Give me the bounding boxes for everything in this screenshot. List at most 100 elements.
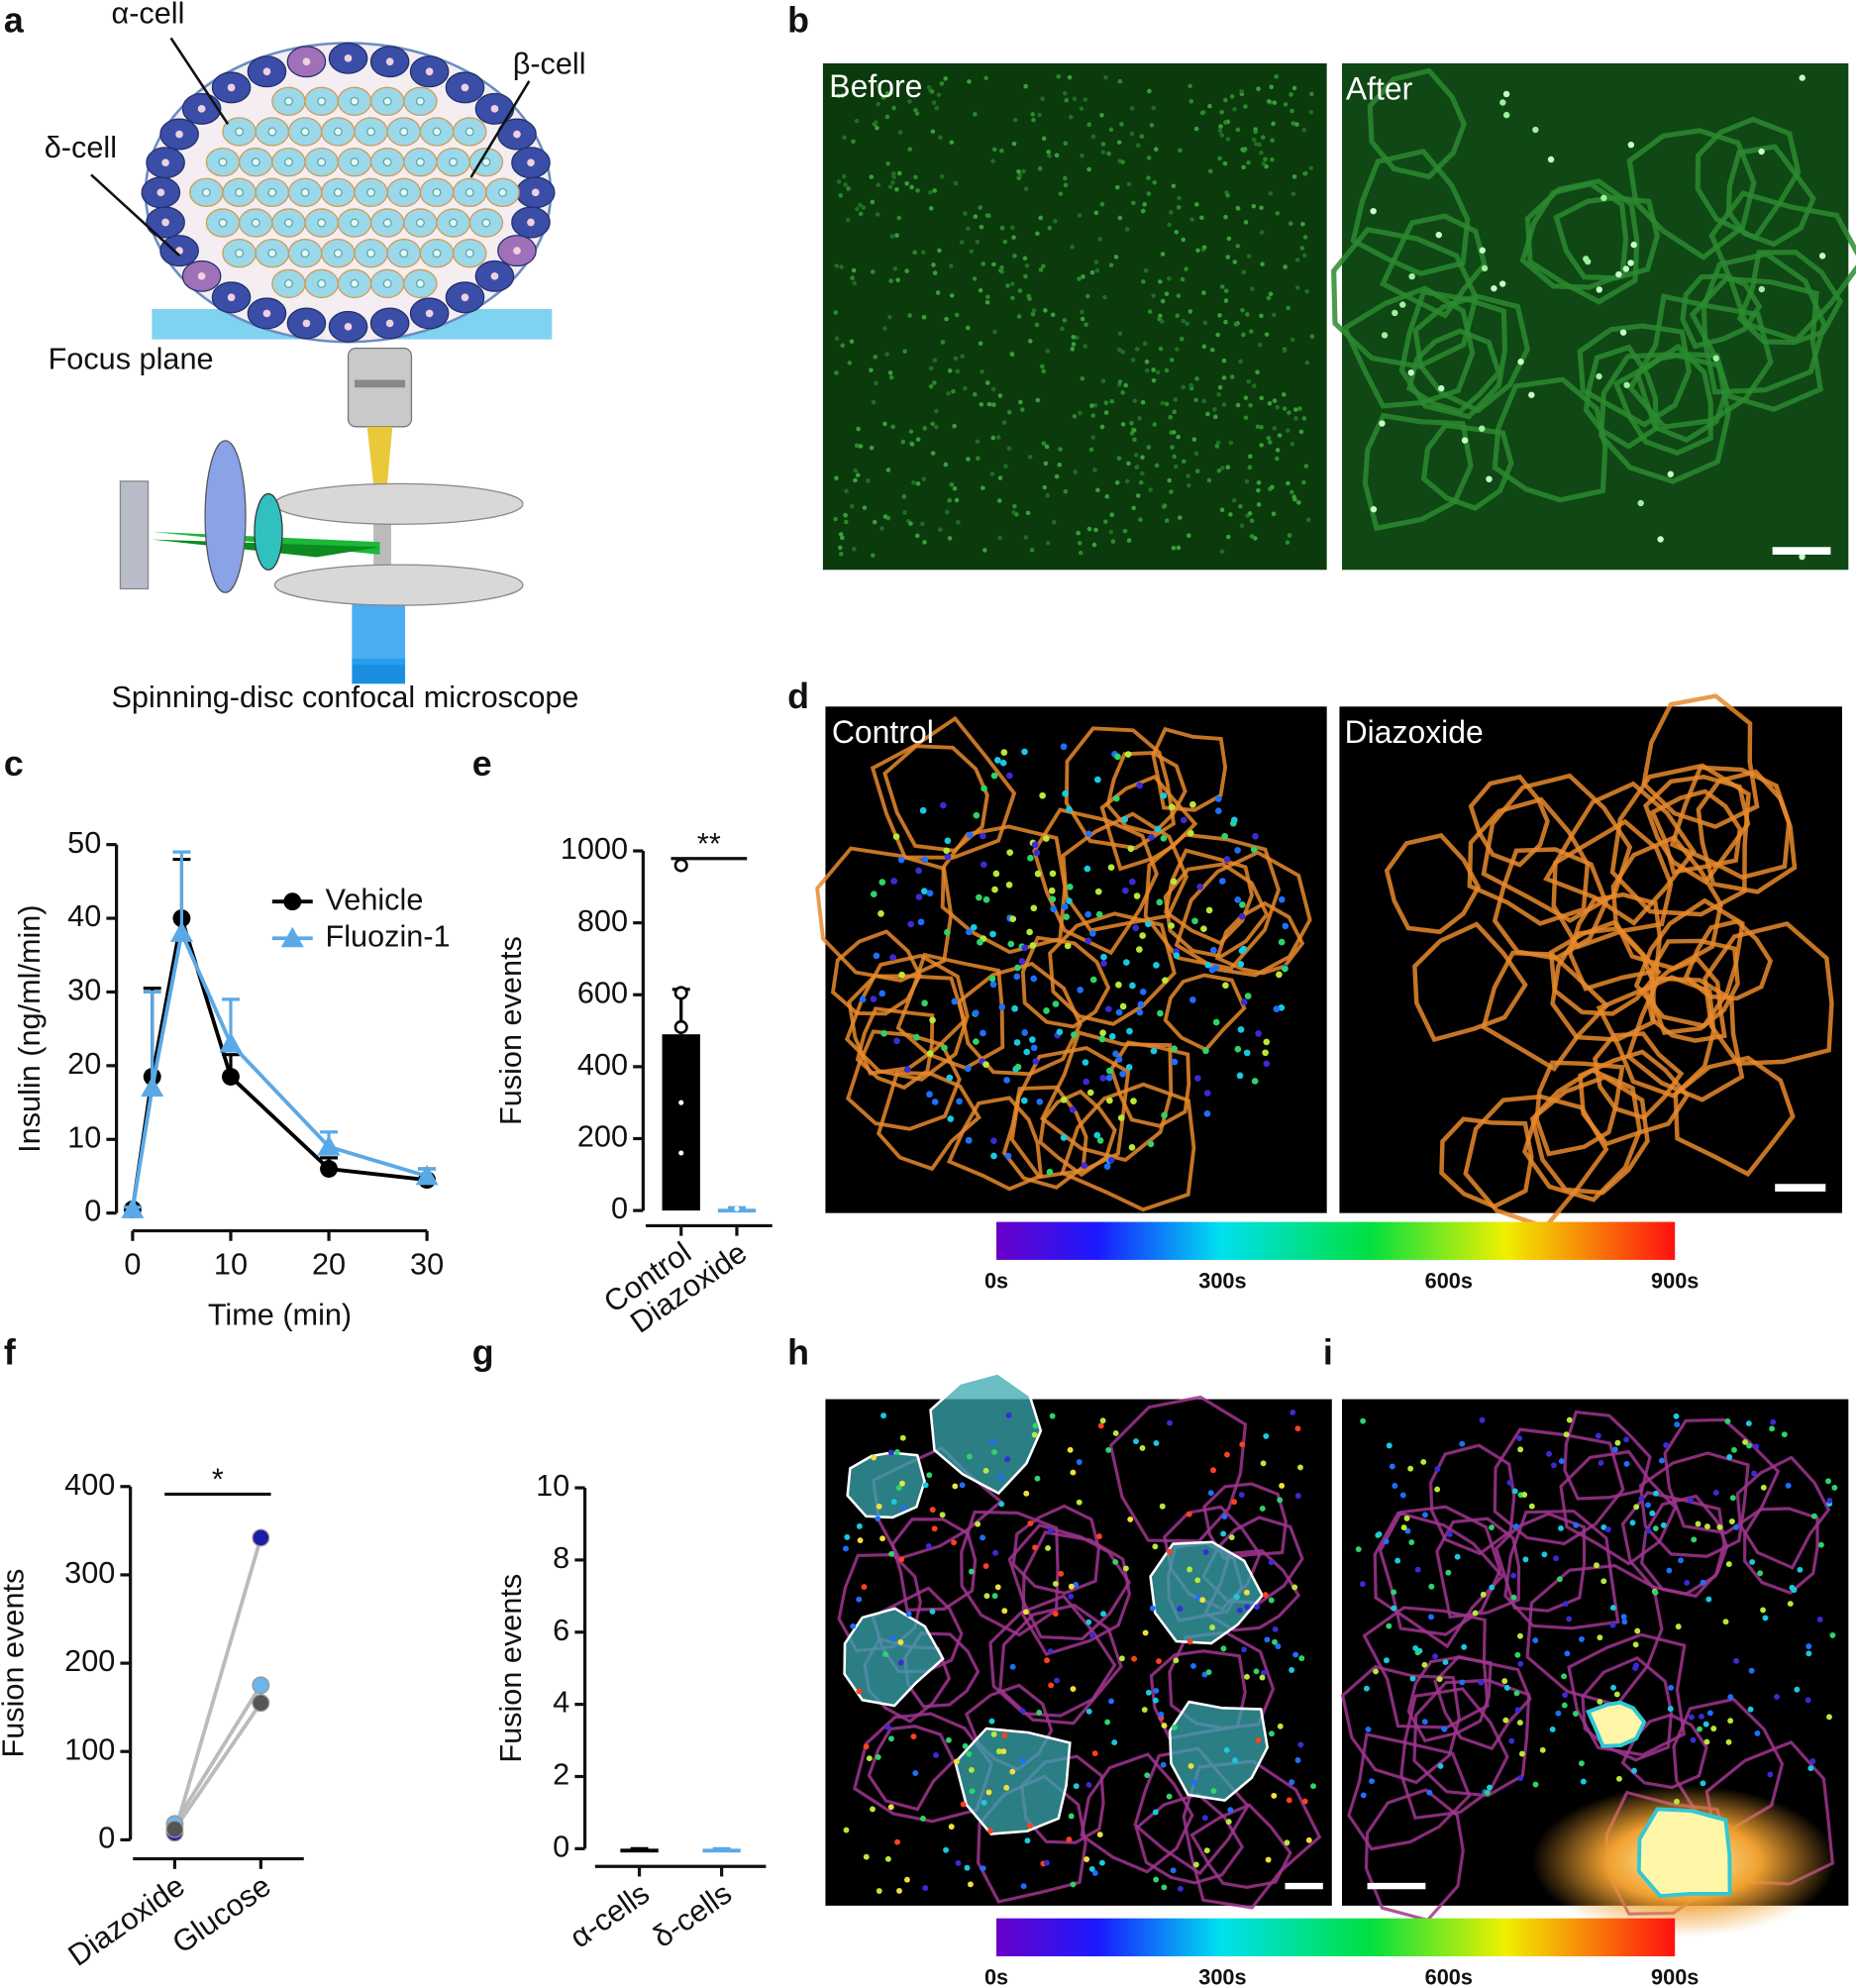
granule [1153, 1876, 1160, 1883]
granule [1152, 180, 1157, 185]
granule [1510, 1594, 1517, 1601]
granule [1062, 318, 1068, 323]
granule [1186, 473, 1190, 478]
granule [1049, 870, 1057, 878]
granule [1303, 464, 1309, 469]
granule [1083, 344, 1088, 349]
granule [1753, 1443, 1760, 1450]
granule [1217, 156, 1222, 161]
granule [849, 339, 855, 344]
granule [1414, 1649, 1421, 1656]
granule [1604, 1526, 1611, 1532]
granule [1479, 247, 1486, 254]
granule [885, 468, 891, 472]
granule [972, 391, 978, 397]
granule [930, 129, 936, 135]
granule [935, 290, 941, 295]
granule [1652, 1525, 1659, 1531]
granule [1286, 1797, 1292, 1804]
granule [1077, 987, 1084, 994]
granule [1697, 1726, 1703, 1732]
granule [980, 861, 987, 869]
granule [878, 879, 886, 886]
membrane [1020, 935, 1111, 1029]
granule [1760, 1484, 1767, 1491]
granule [1637, 499, 1644, 507]
granule [1142, 341, 1148, 347]
granule [1521, 1492, 1528, 1498]
membrane [998, 1603, 1123, 1726]
granule [875, 125, 879, 131]
granule [1502, 1717, 1509, 1724]
granule [1047, 225, 1053, 231]
granule [1179, 336, 1185, 342]
granule [952, 485, 958, 491]
granule [1555, 1710, 1562, 1717]
granule [1241, 1646, 1248, 1653]
granule [1199, 1597, 1206, 1604]
granule [1799, 74, 1805, 81]
granule [1164, 401, 1170, 407]
granule [1111, 1739, 1118, 1746]
granule [874, 380, 878, 386]
granule [1294, 122, 1299, 127]
granule [1787, 1601, 1794, 1608]
granule [896, 1888, 902, 1894]
granule [983, 75, 988, 81]
granule [1068, 1813, 1075, 1820]
granule [1177, 195, 1182, 201]
granule [937, 248, 942, 254]
granule [1514, 1651, 1521, 1658]
y-tick-label: 10 [536, 1469, 569, 1503]
granule [1176, 434, 1181, 440]
granule [991, 262, 996, 267]
granule [1394, 1557, 1401, 1564]
x-tick-label: 10 [214, 1247, 248, 1281]
granule [1459, 1679, 1466, 1686]
granule [1392, 1483, 1398, 1489]
granule [999, 759, 1007, 767]
granule [1240, 147, 1245, 153]
granule [1030, 112, 1036, 117]
granule [1204, 961, 1211, 969]
granule [988, 975, 996, 983]
granule [1259, 205, 1264, 211]
membrane [895, 952, 1005, 1071]
granule [1154, 463, 1160, 469]
granule [980, 1799, 987, 1806]
granule [1579, 1635, 1585, 1642]
granule [960, 1801, 967, 1808]
membrane [855, 1006, 935, 1091]
alpha-cell [846, 1451, 926, 1519]
granule [1221, 832, 1228, 840]
granule [1151, 367, 1156, 372]
granule [1139, 134, 1145, 139]
granule [995, 1748, 1002, 1755]
granule [1225, 1819, 1232, 1826]
y-tick-label: 10 [67, 1120, 101, 1154]
granule [1668, 1684, 1675, 1691]
granule [882, 1651, 888, 1658]
granule [1695, 1520, 1701, 1527]
nucleus [425, 67, 434, 76]
scale-bar [1772, 547, 1831, 555]
granule [1169, 210, 1174, 215]
error-bar [172, 850, 191, 933]
granule [1003, 464, 1008, 469]
granule [1391, 1605, 1397, 1612]
granule [960, 354, 965, 359]
granule [1166, 1793, 1173, 1800]
granule [1268, 1597, 1275, 1604]
granule [1298, 429, 1304, 435]
granule [939, 1512, 946, 1518]
granule [992, 1549, 999, 1556]
granule [1048, 887, 1056, 894]
granule [870, 1806, 876, 1813]
y-tick-label: 100 [64, 1732, 115, 1766]
granule [1164, 291, 1170, 296]
granule [1092, 468, 1097, 472]
bar [620, 1848, 659, 1853]
granule [930, 451, 936, 456]
granule [1089, 403, 1094, 408]
granule [1376, 1530, 1383, 1537]
